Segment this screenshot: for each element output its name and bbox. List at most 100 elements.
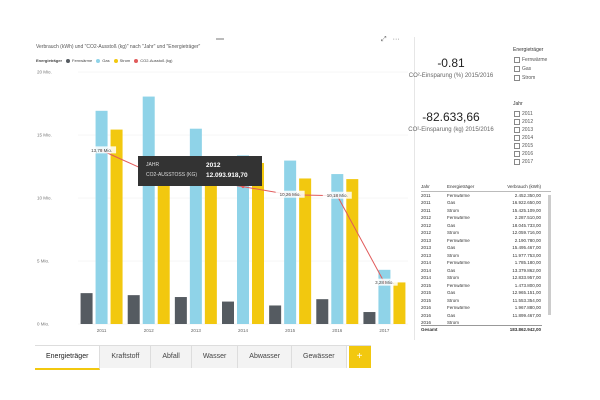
co2-label-bg: [322, 191, 352, 199]
checkbox-icon[interactable]: [514, 143, 520, 149]
bar-gas-2011[interactable]: [95, 110, 108, 324]
tab-abfall[interactable]: Abfall: [151, 346, 192, 368]
cell-energietraeger: Strom: [447, 252, 460, 258]
bar-fernwrme-2014[interactable]: [222, 301, 234, 324]
more-options-icon[interactable]: ···: [392, 36, 400, 43]
table-row: 2011 Gas 16.922.650,00: [421, 199, 551, 207]
cell-energietraeger: Strom: [447, 207, 460, 213]
cell-jahr: 2015: [421, 297, 432, 303]
tooltip-key-year: JAHR: [146, 162, 160, 168]
checkbox-icon[interactable]: [514, 151, 520, 157]
col-header-jahr[interactable]: Jahr: [421, 184, 430, 189]
tab-energietraeger[interactable]: Energieträger: [35, 346, 101, 370]
table-row: 2015 Gas 12.965.151,00: [421, 289, 551, 297]
add-page-button[interactable]: +: [348, 346, 371, 368]
slicer-item-2012[interactable]: 2012: [514, 119, 533, 125]
cell-energietraeger: Strom: [447, 320, 460, 325]
bar-gas-2016[interactable]: [331, 174, 344, 324]
cell-jahr: 2011: [421, 207, 431, 213]
x-tick-label: 2015: [285, 328, 296, 332]
bar-gas-2017[interactable]: [378, 269, 391, 324]
slicer-item-2013[interactable]: 2013: [514, 127, 533, 133]
table-row: 2013 Fernwärme 2.190.780,00: [421, 237, 551, 245]
table-row: 2016 Gas 11.899.467,00: [421, 312, 551, 320]
table-row: 2012 Strom 12.059.716,00: [421, 229, 551, 237]
visual-drag-handle[interactable]: [216, 38, 224, 40]
checkbox-icon[interactable]: [514, 159, 520, 165]
bar-strom-2014[interactable]: [252, 162, 264, 324]
cell-jahr: 2014: [421, 267, 432, 273]
expand-icon[interactable]: ⤢: [381, 36, 387, 43]
cell-energietraeger: Gas: [447, 200, 456, 205]
slicer-item-fernwaerme[interactable]: Fernwärme: [514, 57, 547, 63]
cell-jahr: 2012: [421, 230, 432, 235]
slicer-item-2017[interactable]: 2017: [514, 159, 533, 165]
bar-fernwrme-2017[interactable]: [363, 312, 376, 324]
bar-strom-2013[interactable]: [204, 173, 217, 324]
slicer-item-gas[interactable]: Gas: [514, 66, 531, 72]
total-empty: [447, 326, 489, 334]
bar-gas-2014[interactable]: [237, 155, 249, 324]
bar-fernwrme-2016[interactable]: [316, 299, 329, 324]
bar-strom-2017[interactable]: [393, 282, 406, 324]
checkbox-icon[interactable]: [514, 66, 520, 72]
table-row: 2013 Strom 11.977.753,00: [421, 252, 551, 260]
table-row: 2014 Strom 12.833.957,00: [421, 274, 551, 282]
checkbox-icon[interactable]: [514, 127, 520, 133]
slicer-energietraeger-title: Energieträger: [513, 47, 544, 53]
slicer-item-2015[interactable]: 2015: [514, 143, 533, 149]
cell-verbrauch: 12.059.716,00: [512, 230, 541, 235]
visual-header-icons: ⤢ ···: [381, 36, 400, 44]
checkbox-icon[interactable]: [514, 119, 520, 125]
slicer-jahr-title: Jahr: [513, 101, 523, 107]
tab-abwasser[interactable]: Abwasser: [238, 346, 293, 368]
checkbox-icon[interactable]: [514, 75, 520, 81]
slicer-item-2014[interactable]: 2014: [514, 135, 533, 141]
bar-strom-2015[interactable]: [299, 178, 312, 324]
slicer-item-strom[interactable]: Strom: [514, 75, 535, 81]
bar-strom-2012[interactable]: [157, 172, 170, 324]
table-row: 2011 Strom 15.425.109,00: [421, 207, 551, 215]
legend-item-gas[interactable]: Gas: [96, 58, 110, 63]
cell-energietraeger: Fernwärme: [447, 237, 470, 243]
checkbox-icon[interactable]: [514, 111, 520, 117]
table-row: 2012 Fernwärme 2.287.510,00: [421, 214, 551, 222]
slicer-item-2011[interactable]: 2011: [514, 111, 533, 117]
bar-fernwrme-2012[interactable]: [127, 295, 140, 324]
bar-fernwrme-2015[interactable]: [269, 305, 282, 324]
tab-wasser[interactable]: Wasser: [191, 346, 239, 368]
cell-energietraeger: Gas: [447, 312, 456, 318]
table-scrollbar[interactable]: [548, 195, 551, 315]
bar-strom-2016[interactable]: [346, 179, 359, 324]
y-tick-label: 20 Mio.: [37, 70, 52, 75]
legend-item-co2[interactable]: CO2-Ausstoß (kg): [134, 58, 173, 63]
y-tick-label: 5 Mio.: [37, 259, 49, 264]
cell-verbrauch: 15.425.109,00: [512, 207, 541, 213]
cell-verbrauch: 1.967.880,00: [514, 305, 541, 310]
bar-fernwrme-2013[interactable]: [174, 297, 187, 324]
tab-gewaesser[interactable]: Gewässer: [292, 346, 347, 368]
slicer-item-2016[interactable]: 2016: [514, 151, 533, 157]
cell-jahr: 2016: [421, 312, 432, 318]
bar-fernwrme-2011[interactable]: [80, 293, 93, 324]
bar-gas-2012[interactable]: [142, 96, 155, 324]
bar-strom-2011[interactable]: [110, 129, 123, 324]
col-header-verbrauch[interactable]: Verbrauch (kWh): [507, 184, 541, 189]
cell-verbrauch: 11.899.467,00: [512, 312, 541, 318]
col-header-energietraeger[interactable]: Energieträger: [447, 184, 475, 189]
cell-verbrauch: 16.922.650,00: [512, 200, 541, 205]
tab-kraftstoff[interactable]: Kraftstoff: [100, 346, 152, 368]
legend-item-strom[interactable]: Strom: [113, 58, 130, 63]
kpi-percent-label: CO²-Einsparung (%) 2015/2016: [408, 73, 494, 79]
checkbox-icon[interactable]: [514, 57, 520, 63]
cell-verbrauch: 1.473.800,00: [514, 282, 541, 288]
x-tick-label: 2016: [332, 328, 343, 332]
bar-gas-2015[interactable]: [284, 160, 297, 324]
checkbox-icon[interactable]: [514, 135, 520, 141]
cell-jahr: 2014: [421, 275, 432, 280]
legend-item-fernwaerme[interactable]: Fernwärme: [66, 58, 92, 63]
table-row: 2011 Fernwärme 2.452.350,00: [421, 192, 551, 200]
cell-jahr: 2015: [421, 282, 432, 288]
kpi-kg-value: -82.633,66: [422, 110, 480, 124]
co2-label-bg: [87, 146, 117, 154]
